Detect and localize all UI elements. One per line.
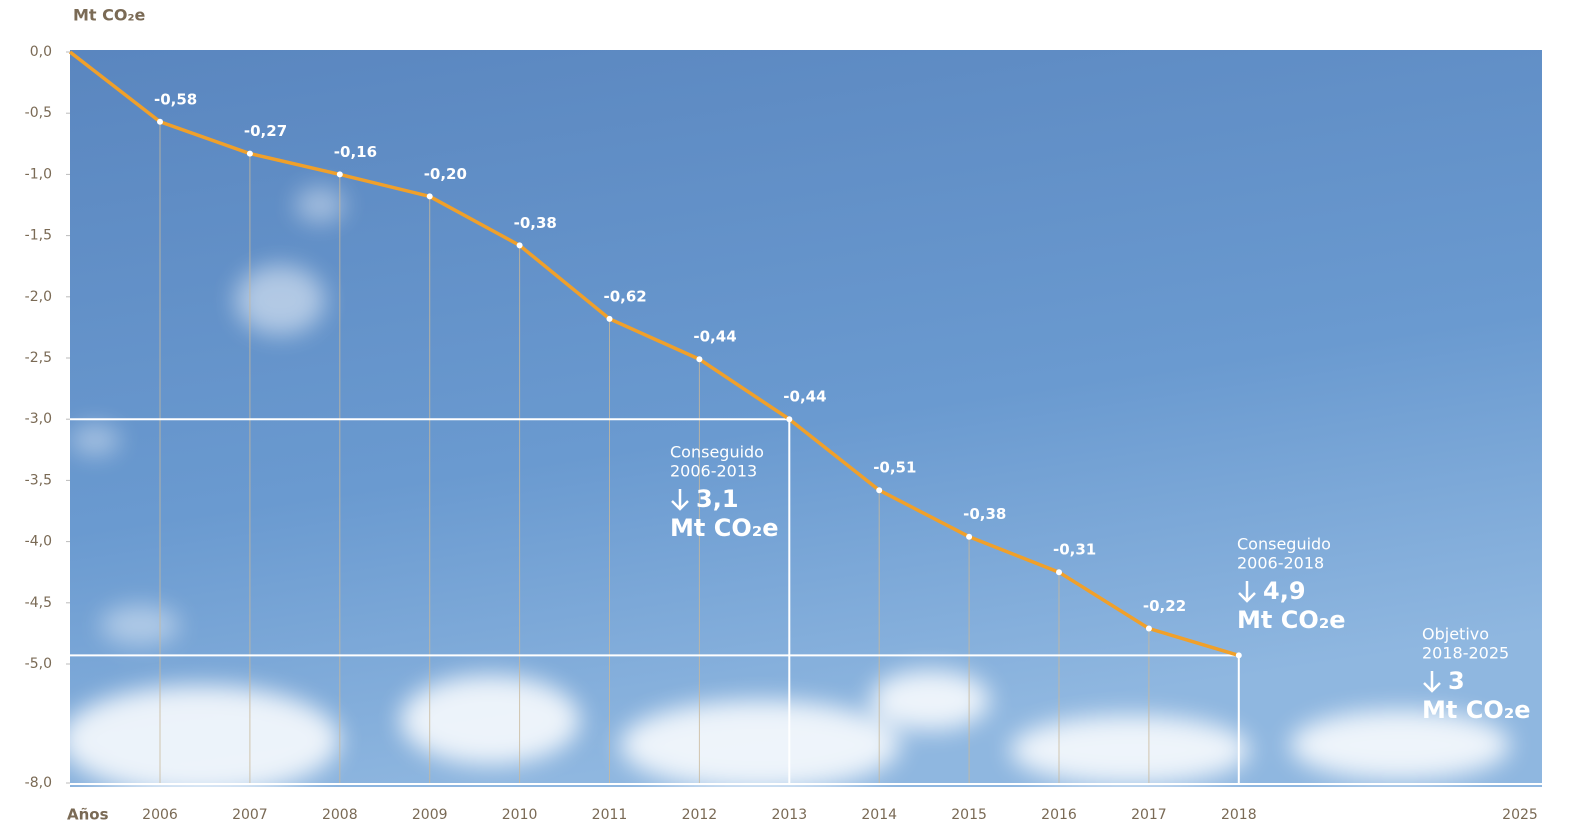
y-tick-label: -1,0 (25, 166, 52, 182)
x-tick-label: 2016 (1041, 807, 1077, 823)
y-tick-label: -3,5 (25, 472, 52, 488)
change-label: -0,44 (693, 328, 736, 346)
point (157, 118, 163, 125)
series-line (68, 50, 1240, 658)
point (876, 487, 883, 494)
annotation-text: 2018-2025 (1422, 644, 1509, 663)
clouds (60, 187, 1510, 795)
annotation-unit: Mt CO₂e (670, 514, 779, 542)
y-tick-label: -4,0 (25, 534, 52, 550)
change-label: -0,16 (334, 143, 377, 161)
x-tick-label: 2011 (592, 807, 628, 823)
point (426, 193, 433, 200)
point (246, 150, 253, 157)
point (696, 356, 703, 363)
x-tick-label: 2006 (142, 807, 178, 823)
change-label: -0,51 (873, 459, 916, 477)
x-tick-label: 2018 (1221, 807, 1257, 823)
annotation-text: 2006-2018 (1237, 554, 1324, 573)
change-label: -0,58 (154, 90, 197, 108)
point (1235, 652, 1242, 659)
y-tick-label: 0,0 (30, 44, 52, 60)
x-tick-label: 2015 (951, 807, 987, 823)
annotation-text: Conseguido (1237, 535, 1331, 554)
y-tick-label: -5,0 (25, 656, 52, 672)
x-tick-label: 2012 (682, 807, 718, 823)
change-label: -0,22 (1143, 597, 1186, 615)
annotation-text: Conseguido (670, 443, 764, 462)
y-tick-label: -3,0 (25, 411, 52, 427)
x-tick-label: 2017 (1131, 807, 1167, 823)
down-arrow (1423, 671, 1441, 693)
change-label: -0,20 (424, 165, 467, 183)
annotation-amount: 4,9 (1263, 577, 1306, 605)
change-label: -0,44 (783, 388, 826, 406)
y-tick-label: -1,5 (25, 228, 52, 244)
x-tick-label: 2009 (412, 807, 448, 823)
change-label: -0,27 (244, 122, 287, 140)
x-tick-label: 2007 (232, 807, 268, 823)
y-tick-label: -4,5 (25, 595, 52, 611)
y-tick-label: -2,0 (25, 289, 52, 305)
down-arrow (671, 489, 689, 511)
down-arrow (1238, 581, 1256, 603)
point (1145, 625, 1152, 632)
x-tick-label: 2010 (502, 807, 538, 823)
x-tick-label: 2008 (322, 807, 358, 823)
point (966, 533, 973, 540)
point (516, 242, 523, 249)
y-tick-label: -2,5 (25, 350, 52, 366)
y-axis-label: Mt CO₂e (73, 6, 145, 25)
point (1056, 569, 1062, 576)
annotation-text: Objetivo (1422, 625, 1489, 644)
annotation-text: 2006-2013 (670, 462, 757, 481)
x-tick-label: 2014 (861, 807, 897, 823)
change-label: -0,31 (1053, 541, 1096, 559)
y-tick-label: -8,0 (25, 775, 52, 791)
annotation-unit: Mt CO₂e (1237, 606, 1346, 634)
x-tick-label: 2013 (771, 807, 807, 823)
change-label: -0,38 (963, 505, 1006, 523)
annotation-amount: 3,1 (696, 485, 739, 513)
point (786, 416, 793, 423)
x-axis-label: Años (67, 806, 109, 824)
annotation-amount: 3 (1448, 667, 1465, 695)
annotation-unit: Mt CO₂e (1422, 696, 1531, 724)
point (606, 315, 613, 322)
y-tick-label: -0,5 (25, 105, 52, 121)
x-tick-label: 2025 (1502, 807, 1538, 823)
change-label: -0,38 (514, 214, 557, 232)
change-label: -0,62 (604, 287, 647, 305)
point (336, 171, 343, 178)
